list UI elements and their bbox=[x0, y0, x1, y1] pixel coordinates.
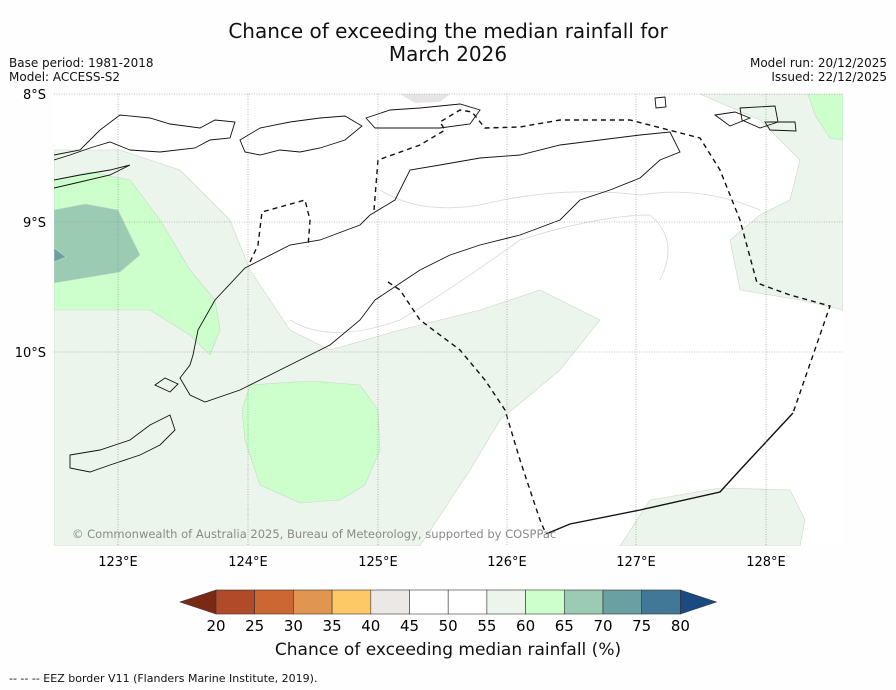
eez-border-solid bbox=[545, 412, 794, 535]
colorbar-segment bbox=[447, 589, 488, 615]
alor-coastline bbox=[239, 115, 363, 156]
colorbar-tick-label: 25 bbox=[245, 617, 264, 635]
lon-label: 127°E bbox=[616, 555, 656, 570]
colorbar-label: Chance of exceeding median rainfall (%) bbox=[274, 640, 622, 660]
colorbar-tick-label: 75 bbox=[632, 617, 651, 635]
rote-coastline bbox=[69, 414, 176, 473]
colorbar-segment bbox=[409, 589, 449, 615]
map-grid bbox=[54, 93, 843, 546]
shade-55-60-east bbox=[699, 94, 843, 311]
colorbar-segment bbox=[486, 589, 526, 615]
colorbar-tick-label: 40 bbox=[361, 617, 380, 635]
savu-coastline bbox=[154, 377, 179, 393]
colorbar-tick-label: 70 bbox=[593, 617, 612, 635]
shade-70-75 bbox=[54, 247, 67, 263]
base-period: Base period: 1981-2018 bbox=[9, 56, 154, 70]
colorbar-segment bbox=[254, 589, 294, 615]
wetar-coastline bbox=[365, 103, 481, 129]
colorbar-tick-label: 30 bbox=[284, 617, 303, 635]
colorbar-segment bbox=[331, 589, 372, 615]
colorbar-tick-label: 55 bbox=[477, 617, 496, 635]
contour-50-north bbox=[379, 189, 761, 211]
flores-coastline bbox=[54, 114, 236, 161]
shade-55-60-west bbox=[54, 149, 601, 546]
colorbar-extend-high bbox=[680, 589, 718, 615]
title-line-1: Chance of exceeding the median rainfall … bbox=[228, 19, 668, 43]
colorbar-segment bbox=[602, 589, 643, 615]
shade-60-65-south bbox=[241, 380, 381, 504]
colorbar-tick-label: 50 bbox=[439, 617, 458, 635]
issued-date: Issued: 22/12/2025 bbox=[771, 70, 887, 84]
copyright-notice: © Commonwealth of Australia 2025, Bureau… bbox=[72, 527, 556, 541]
colorbar: 20 25 30 35 40 45 50 55 60 65 70 75 80 bbox=[179, 589, 718, 635]
colorbar-segment bbox=[525, 589, 565, 615]
flores-south-coastline bbox=[54, 164, 131, 189]
shade-55-60-south bbox=[619, 487, 806, 546]
leti-coastline bbox=[713, 105, 797, 132]
lon-label: 125°E bbox=[358, 555, 398, 570]
shade-60-65-northeast bbox=[807, 94, 843, 141]
lat-label: 10°S bbox=[15, 346, 46, 361]
meta-right: Model run: 20/12/2025 Issued: 22/12/2025 bbox=[750, 56, 887, 84]
eez-border-dashed bbox=[249, 109, 831, 535]
colorbar-tick-label: 35 bbox=[323, 617, 342, 635]
colorbar-extend-low bbox=[179, 589, 217, 615]
colorbar-tick-label: 80 bbox=[671, 617, 690, 635]
model-run: Model run: 20/12/2025 bbox=[749, 56, 887, 70]
kisar-coastline bbox=[654, 96, 667, 109]
colorbar-segment bbox=[641, 589, 681, 615]
shade-40-45-north bbox=[400, 94, 450, 103]
title-line-2: March 2026 bbox=[388, 42, 508, 66]
map-panel bbox=[54, 94, 843, 546]
colorbar-segment bbox=[293, 589, 333, 615]
model-name: Model: ACCESS-S2 bbox=[9, 70, 121, 84]
timor-coastline bbox=[179, 131, 681, 403]
lat-label: 8°S bbox=[23, 88, 46, 103]
lon-label: 126°E bbox=[487, 555, 527, 570]
lon-label: 124°E bbox=[228, 555, 268, 570]
shade-65-70 bbox=[54, 203, 141, 284]
axis-labels: 8°S 9°S 10°S 123°E 124°E 125°E 126°E 127°E 128°E bbox=[15, 88, 786, 570]
colorbar-segment bbox=[370, 589, 410, 615]
colorbar-segment bbox=[563, 589, 604, 615]
colorbar-tick-label: 65 bbox=[555, 617, 574, 635]
footer-eez-note: -- -- -- EEZ border V11 (Flanders Marine… bbox=[9, 672, 318, 685]
colorbar-tick-label: 45 bbox=[400, 617, 419, 635]
lon-label: 128°E bbox=[746, 555, 786, 570]
colorbar-segment bbox=[215, 589, 256, 615]
meta-left: Base period: 1981-2018 Model: ACCESS-S2 bbox=[9, 56, 154, 84]
lat-label: 9°S bbox=[23, 216, 46, 231]
lon-label: 123°E bbox=[98, 555, 138, 570]
map-title: Chance of exceeding the median rainfall … bbox=[0, 20, 896, 66]
colorbar-tick-label: 20 bbox=[206, 617, 225, 635]
colorbar-tick-label: 60 bbox=[516, 617, 535, 635]
